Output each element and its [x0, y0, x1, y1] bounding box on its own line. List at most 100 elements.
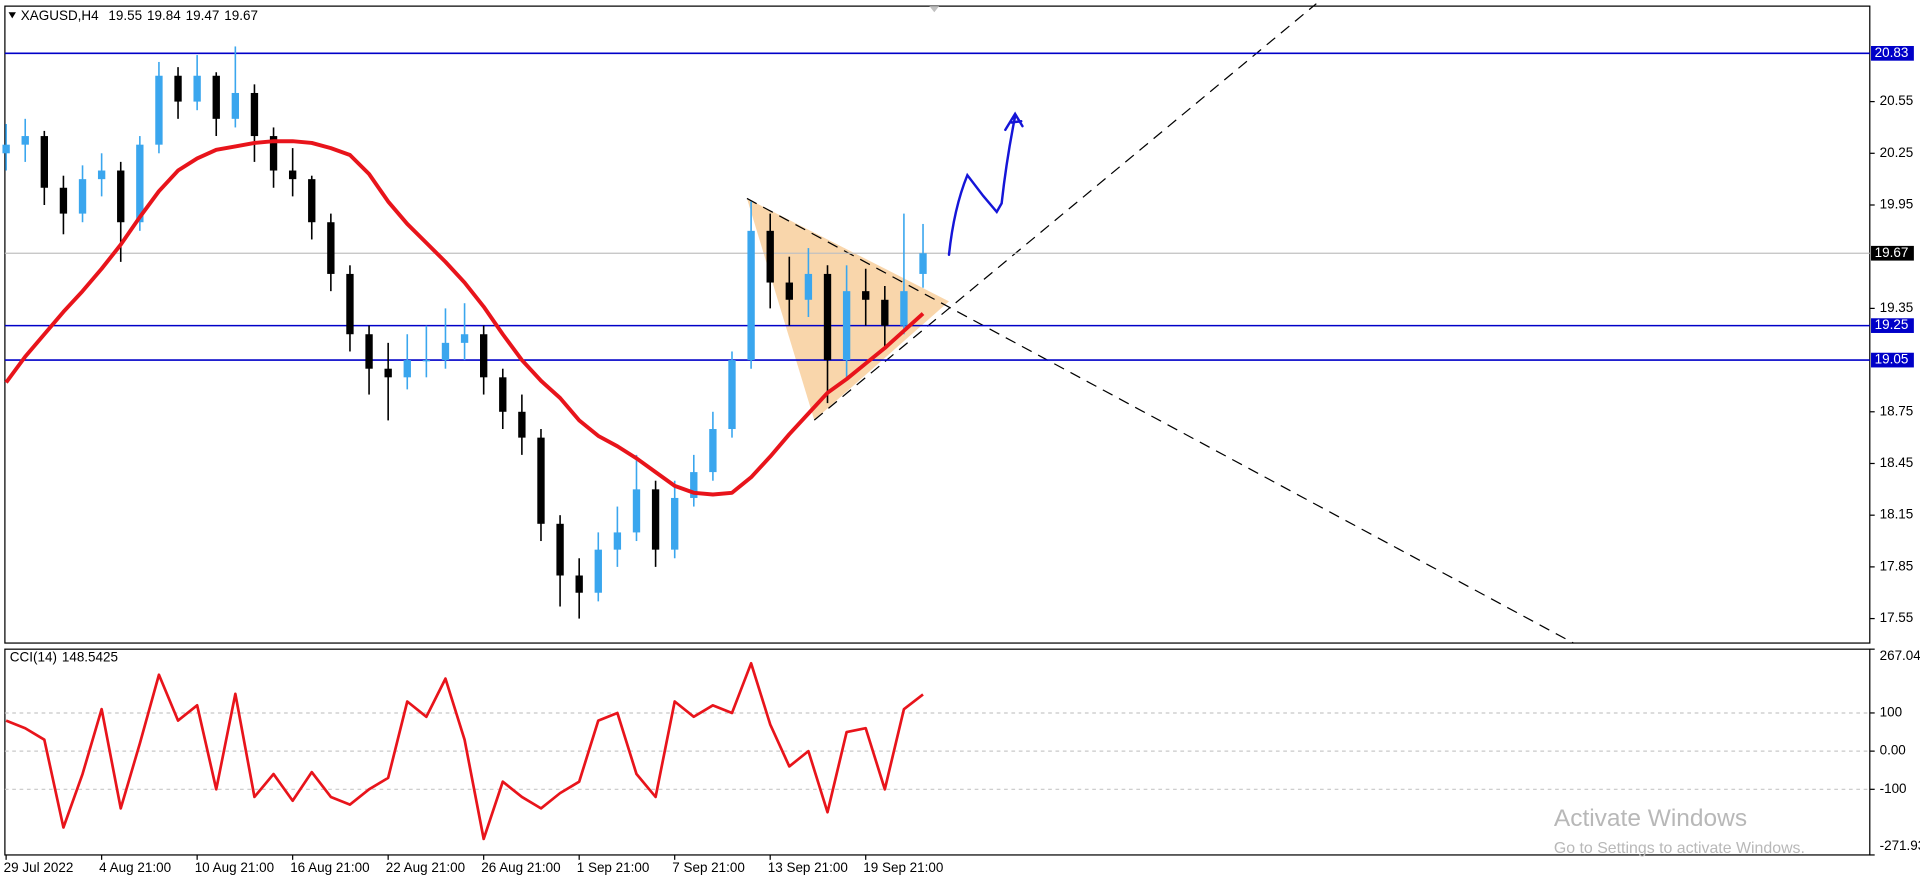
x-tick-label: 4 Aug 21:00	[99, 860, 171, 875]
candle-body	[632, 489, 641, 533]
candle-body	[136, 144, 144, 223]
candle-body	[881, 299, 889, 326]
price-pane	[4, 5, 1871, 644]
candle-body	[594, 549, 602, 593]
current-price-box	[1871, 245, 1914, 261]
level-label-box	[1871, 45, 1914, 61]
y-tick-label: 19.95	[1880, 197, 1914, 212]
candle-body	[2, 144, 10, 154]
candle-body	[842, 291, 851, 361]
candle-body	[365, 334, 373, 369]
x-tick-label: 1 Sep 21:00	[577, 860, 650, 875]
level-label-box	[1871, 352, 1914, 368]
candle-body	[499, 377, 507, 412]
trendline	[746, 197, 1574, 644]
candle-body	[78, 179, 87, 214]
level-label: 19.05	[1875, 352, 1909, 367]
candle-body	[269, 136, 278, 171]
candle-body	[97, 170, 106, 180]
candle-body	[766, 230, 774, 283]
candle-body	[556, 523, 564, 576]
candle-body	[155, 75, 163, 145]
candle-body	[480, 334, 488, 378]
candle-body	[288, 170, 297, 180]
x-tick-label: 29 Jul 2022	[4, 860, 74, 875]
menu-marker	[8, 12, 16, 19]
y-tick-label: 17.55	[1880, 610, 1914, 625]
y-tick-label: 267.043	[1880, 648, 1920, 663]
watermark-subtitle: Go to Settings to activate Windows.	[1554, 840, 1805, 857]
candle-body	[327, 222, 335, 274]
candle-body	[690, 472, 698, 498]
candle-body	[384, 368, 392, 378]
x-tick-label: 26 Aug 21:00	[481, 860, 560, 875]
candle-body	[709, 429, 717, 473]
candle-body	[900, 291, 908, 326]
candle-body	[308, 179, 316, 223]
candle-body	[40, 136, 48, 188]
candle-body	[460, 334, 469, 343]
candle-body	[117, 170, 125, 223]
x-tick-label: 19 Sep 21:00	[863, 860, 943, 875]
candle-body	[518, 411, 526, 438]
ohlc-open: 19.55	[108, 7, 142, 22]
watermark-title: Activate Windows	[1554, 805, 1747, 832]
x-tick-label: 7 Sep 21:00	[672, 860, 745, 875]
ohlc-high: 19.84	[147, 7, 181, 22]
candle-body	[862, 291, 870, 300]
candle-body	[21, 136, 29, 145]
ohlc-low: 19.47	[186, 7, 220, 22]
cci-title: CCI(14)	[10, 649, 57, 664]
level-label-box	[1871, 318, 1914, 333]
current-price-label: 19.67	[1875, 245, 1909, 260]
candle-body	[537, 437, 545, 524]
candle-body	[346, 273, 354, 335]
cci-value: 148.5425	[62, 649, 118, 664]
moving-average	[4, 139, 925, 497]
candle-body	[231, 92, 240, 119]
y-tick-label: -271.939	[1880, 838, 1920, 853]
y-tick-label: 18.45	[1880, 455, 1914, 470]
candle-body	[250, 92, 259, 137]
candle-body	[441, 342, 450, 361]
cci-header: CCI(14) 148.5425	[10, 649, 118, 664]
y-tick-label: 20.55	[1880, 93, 1914, 108]
candle-body	[671, 497, 679, 550]
candle-body	[422, 360, 431, 362]
candle-body	[823, 273, 832, 361]
y-tick-label: 20.25	[1880, 145, 1914, 160]
forecast-arrow	[947, 111, 1024, 256]
candle-body	[174, 75, 182, 102]
y-tick-label: 100	[1880, 705, 1902, 720]
y-tick-label: 18.75	[1880, 403, 1914, 418]
y-tick-label: 19.35	[1880, 300, 1914, 315]
y-tick-label: 17.85	[1880, 558, 1914, 573]
candle-body	[613, 532, 622, 550]
candle-body	[728, 360, 736, 430]
candle-body	[212, 75, 220, 119]
ohlc-close: 19.67	[224, 7, 258, 22]
chart-header: XAGUSD,H4 19.55 19.84 19.47 19.67	[21, 7, 258, 22]
x-tick-label: 10 Aug 21:00	[195, 860, 274, 875]
y-tick-label: 18.15	[1880, 507, 1914, 522]
y-tick-label: -100	[1880, 781, 1907, 796]
candle-body	[804, 273, 813, 300]
candle-body	[59, 187, 68, 214]
trendline	[813, 3, 1317, 421]
cci-pane	[4, 648, 1871, 856]
candle-body	[651, 489, 660, 550]
level-label: 20.83	[1875, 45, 1909, 60]
candle-body	[575, 575, 583, 593]
candle-body	[785, 282, 793, 300]
candle-body	[403, 360, 411, 378]
level-label: 19.25	[1875, 317, 1909, 332]
candle-body	[919, 253, 927, 274]
x-tick-label: 22 Aug 21:00	[386, 860, 465, 875]
y-tick-label: 0.00	[1880, 743, 1906, 758]
cci-line	[5, 661, 924, 841]
x-tick-label: 13 Sep 21:00	[768, 860, 848, 875]
candle-body	[193, 75, 201, 102]
x-tick-label: 16 Aug 21:00	[290, 860, 369, 875]
